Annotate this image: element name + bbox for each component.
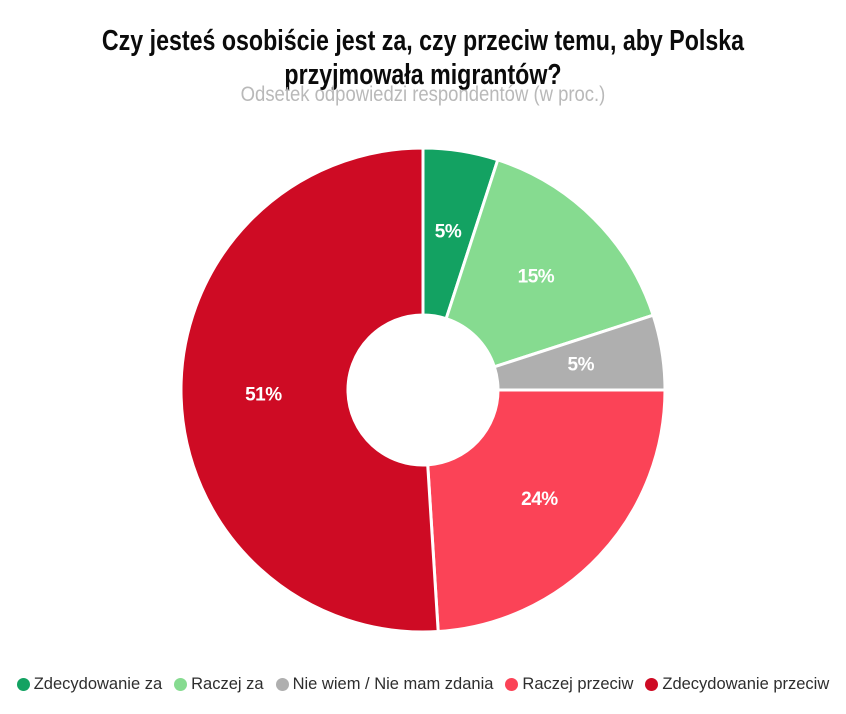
chart-title-line1: Czy jesteś osobiście jest za, czy przeci… <box>101 25 745 58</box>
pie-slice-4 <box>179 146 440 634</box>
slice-value-label: 5% <box>435 222 462 243</box>
donut-chart: 5% 15% 5% 24% 51% <box>179 146 667 634</box>
legend-label: Zdecydowanie przeciw <box>662 675 830 693</box>
pie-slice-1 <box>444 158 655 369</box>
slice-value-label: 5% <box>568 355 595 376</box>
slice-value-label: 51% <box>245 385 282 406</box>
legend-dot-icon <box>645 677 659 691</box>
chart-legend: Zdecydowanie za Raczej za Nie wiem / Nie m… <box>0 671 846 697</box>
legend-dot-icon <box>275 677 289 691</box>
legend-dot-icon <box>174 677 188 691</box>
chart-title: Czy jesteś osobiście jest za, czy przeci… <box>0 25 846 92</box>
legend-item: Raczej za <box>174 671 264 697</box>
legend-label: Raczej za <box>191 675 264 693</box>
chart-subtitle: Odsetek odpowiedzi respondentów (w proc.… <box>240 83 606 106</box>
slice-value-label: 15% <box>518 267 555 288</box>
slice-value-label: 24% <box>521 489 558 510</box>
legend-dot-icon <box>16 677 30 691</box>
chart-title-line2: przyjmowała migrantów? <box>284 59 562 92</box>
legend-label: Nie wiem / Nie mam zdania <box>292 675 494 693</box>
legend-item: Raczej przeciw <box>505 671 633 697</box>
legend-item: Nie wiem / Nie mam zdania <box>275 671 494 697</box>
legend-item: Zdecydowanie za <box>16 671 163 697</box>
legend-dot-icon <box>505 677 519 691</box>
legend-label: Zdecydowanie za <box>33 675 163 693</box>
legend-label: Raczej przeciw <box>522 675 634 693</box>
legend-item: Zdecydowanie przeciw <box>645 671 829 697</box>
pie-slice-3 <box>426 388 667 634</box>
